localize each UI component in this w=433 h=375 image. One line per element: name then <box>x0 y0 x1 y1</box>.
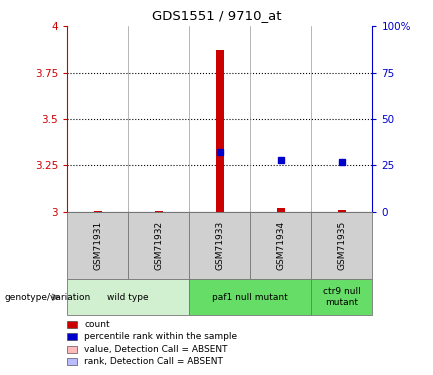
Bar <box>216 50 224 212</box>
Text: GSM71935: GSM71935 <box>337 221 346 270</box>
Bar <box>189 212 250 279</box>
Text: paf1 null mutant: paf1 null mutant <box>213 292 288 302</box>
Bar <box>155 211 163 212</box>
Bar <box>94 211 102 212</box>
Bar <box>67 358 77 365</box>
Bar <box>338 210 346 212</box>
Text: GSM71933: GSM71933 <box>215 221 224 270</box>
Text: ctr9 null
mutant: ctr9 null mutant <box>323 288 361 307</box>
Bar <box>67 346 77 352</box>
Text: value, Detection Call = ABSENT: value, Detection Call = ABSENT <box>84 345 228 354</box>
Bar <box>250 212 311 279</box>
Bar <box>67 321 77 328</box>
Bar <box>67 333 77 340</box>
Text: GSM71934: GSM71934 <box>276 221 285 270</box>
Bar <box>311 279 372 315</box>
Text: percentile rank within the sample: percentile rank within the sample <box>84 332 238 341</box>
Text: genotype/variation: genotype/variation <box>4 292 90 302</box>
Bar <box>128 212 189 279</box>
Bar <box>311 212 372 279</box>
Bar <box>67 279 189 315</box>
Text: GSM71931: GSM71931 <box>93 221 102 270</box>
Text: count: count <box>84 320 110 329</box>
Bar <box>277 208 285 212</box>
Text: wild type: wild type <box>107 292 149 302</box>
Text: GDS1551 / 9710_at: GDS1551 / 9710_at <box>152 9 281 22</box>
Bar <box>67 212 128 279</box>
Text: rank, Detection Call = ABSENT: rank, Detection Call = ABSENT <box>84 357 223 366</box>
Bar <box>189 279 311 315</box>
Text: GSM71932: GSM71932 <box>154 221 163 270</box>
